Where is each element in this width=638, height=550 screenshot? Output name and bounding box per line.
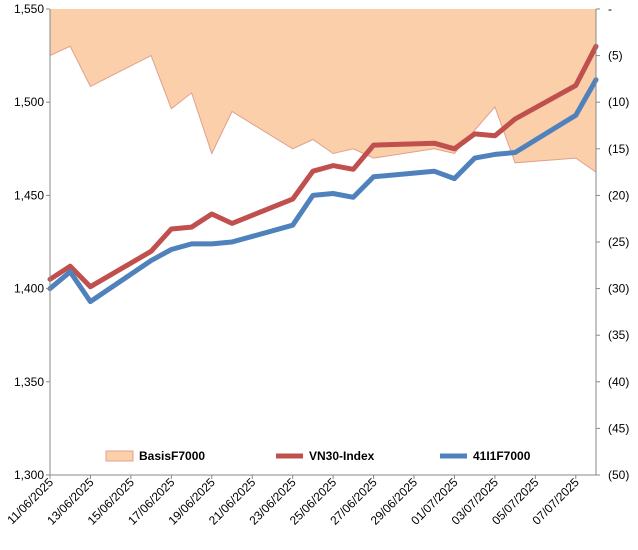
basis-area-edge <box>49 45 597 173</box>
y-left-tick-label: 1,450 <box>14 188 44 202</box>
y-right-tick-label: (25) <box>608 235 629 249</box>
legend-swatch-basisf7000 <box>105 450 134 462</box>
y-left-tick-label: 1,300 <box>14 468 44 482</box>
basis-area <box>50 9 596 173</box>
y-right-tick-label: (40) <box>608 375 629 389</box>
vn30-index-line <box>47 43 599 290</box>
y-left-tick-label: 1,550 <box>14 2 44 16</box>
y-right-tick-label: (45) <box>608 421 629 435</box>
y-right-tick-label: (15) <box>608 142 629 156</box>
y-left-tick-label: 1,350 <box>14 375 44 389</box>
y-left-tick-label: 1,500 <box>14 95 44 109</box>
y-right-tick-label: - <box>608 2 612 16</box>
y-right-tick-label: (20) <box>608 188 629 202</box>
y-right-tick-label: (5) <box>608 49 623 63</box>
basis-area-layer <box>49 9 597 173</box>
y-left-tick-label: 1,400 <box>14 282 44 296</box>
y-right-tick-label: (30) <box>608 282 629 296</box>
legend-label-vn30-index: VN30-Index <box>309 449 375 463</box>
y-right-tick-label: (10) <box>608 95 629 109</box>
41i1f7000-line <box>47 77 599 305</box>
y-right-tick-label: (35) <box>608 328 629 342</box>
legend-label-41i1f7000: 41I1F7000 <box>473 449 531 463</box>
y-right-tick-label: (50) <box>608 468 629 482</box>
index-lines-layer <box>47 43 599 305</box>
legend-label-basisf7000: BasisF7000 <box>139 449 205 463</box>
legend: BasisF7000 VN30-Index 41I1F7000 <box>105 449 531 463</box>
